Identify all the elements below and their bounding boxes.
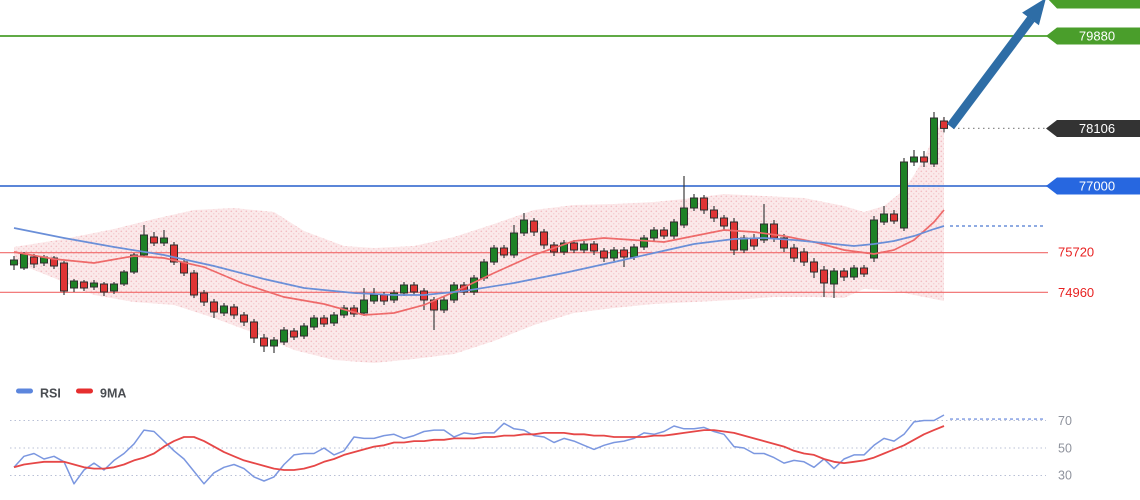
- trend-arrow[interactable]: [946, 0, 1047, 130]
- rsi-legend-label: RSI: [40, 387, 61, 401]
- trend-arrow-shaft[interactable]: [946, 16, 1035, 130]
- rsi-legend-item-rsi[interactable]: RSI: [16, 387, 61, 401]
- level-label-74960: 74960: [1058, 285, 1094, 300]
- target-price-tag-partial[interactable]: [1046, 0, 1140, 9]
- rsi-legend: RSI 9MA: [16, 387, 126, 401]
- trend-arrow-head[interactable]: [1022, 0, 1046, 26]
- support-price-tag[interactable]: [1046, 177, 1140, 195]
- level-label-75720: 75720: [1058, 245, 1094, 260]
- price-level-lines[interactable]: [0, 35, 1048, 293]
- rsi-plot: [10, 414, 1046, 485]
- ma-legend-label: 9MA: [100, 387, 126, 401]
- rsi-legend-swatch-icon: [16, 388, 33, 394]
- last-price-label: 78106: [1079, 121, 1115, 136]
- ma-legend-swatch-icon: [76, 388, 93, 394]
- support-price-label: 77000: [1079, 179, 1115, 194]
- rsi-tick-50: 50: [1058, 442, 1072, 456]
- volatility-band: [14, 116, 944, 363]
- rsi-legend-item-9ma[interactable]: 9MA: [76, 387, 126, 401]
- resistance-price-tag[interactable]: [1046, 27, 1140, 45]
- rsi-tick-70: 70: [1058, 414, 1072, 428]
- rsi-axis: 70 50 30: [1058, 414, 1072, 483]
- price-axis-tags: 79880 78106 77000 75720 74960: [1046, 0, 1140, 300]
- last-value-markers: [950, 127, 1046, 227]
- rsi-tick-30: 30: [1058, 469, 1072, 483]
- last-price-tag[interactable]: [1046, 120, 1140, 137]
- moving-averages: [13, 209, 945, 316]
- resistance-price-label: 79880: [1079, 29, 1115, 44]
